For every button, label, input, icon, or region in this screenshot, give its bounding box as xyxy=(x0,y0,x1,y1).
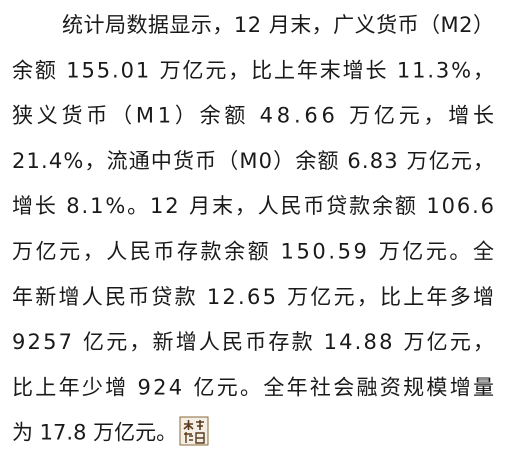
text-line: 9257 亿元，新增人民币存款 14.88 万亿元， xyxy=(12,330,494,354)
text-line: 为 17.8 万亿元。 xyxy=(12,421,177,445)
text-line: 21.4%，流通中货币（M0）余额 6.83 万亿元， xyxy=(12,149,494,173)
text-line: 比上年少增 924 亿元。全年社会融资规模增量 xyxy=(12,375,494,399)
text-line: 万亿元，人民币存款余额 150.59 万亿元。全 xyxy=(12,240,494,264)
text-line: 余额 155.01 万亿元，比上年末增长 11.3%， xyxy=(12,58,494,82)
text-line: 狭义货币（M1）余额 48.66 万亿元，增长 xyxy=(12,104,494,128)
text-line: 统计局数据显示，12 月末，广义货币（M2） xyxy=(62,13,494,37)
text-line: 增长 8.1%。12 月末，人民币贷款余额 106.6 xyxy=(12,194,494,218)
text-line: 年新增人民币贷款 12.65 万亿元，比上年多增 xyxy=(12,285,494,309)
logo-icon xyxy=(179,416,209,446)
